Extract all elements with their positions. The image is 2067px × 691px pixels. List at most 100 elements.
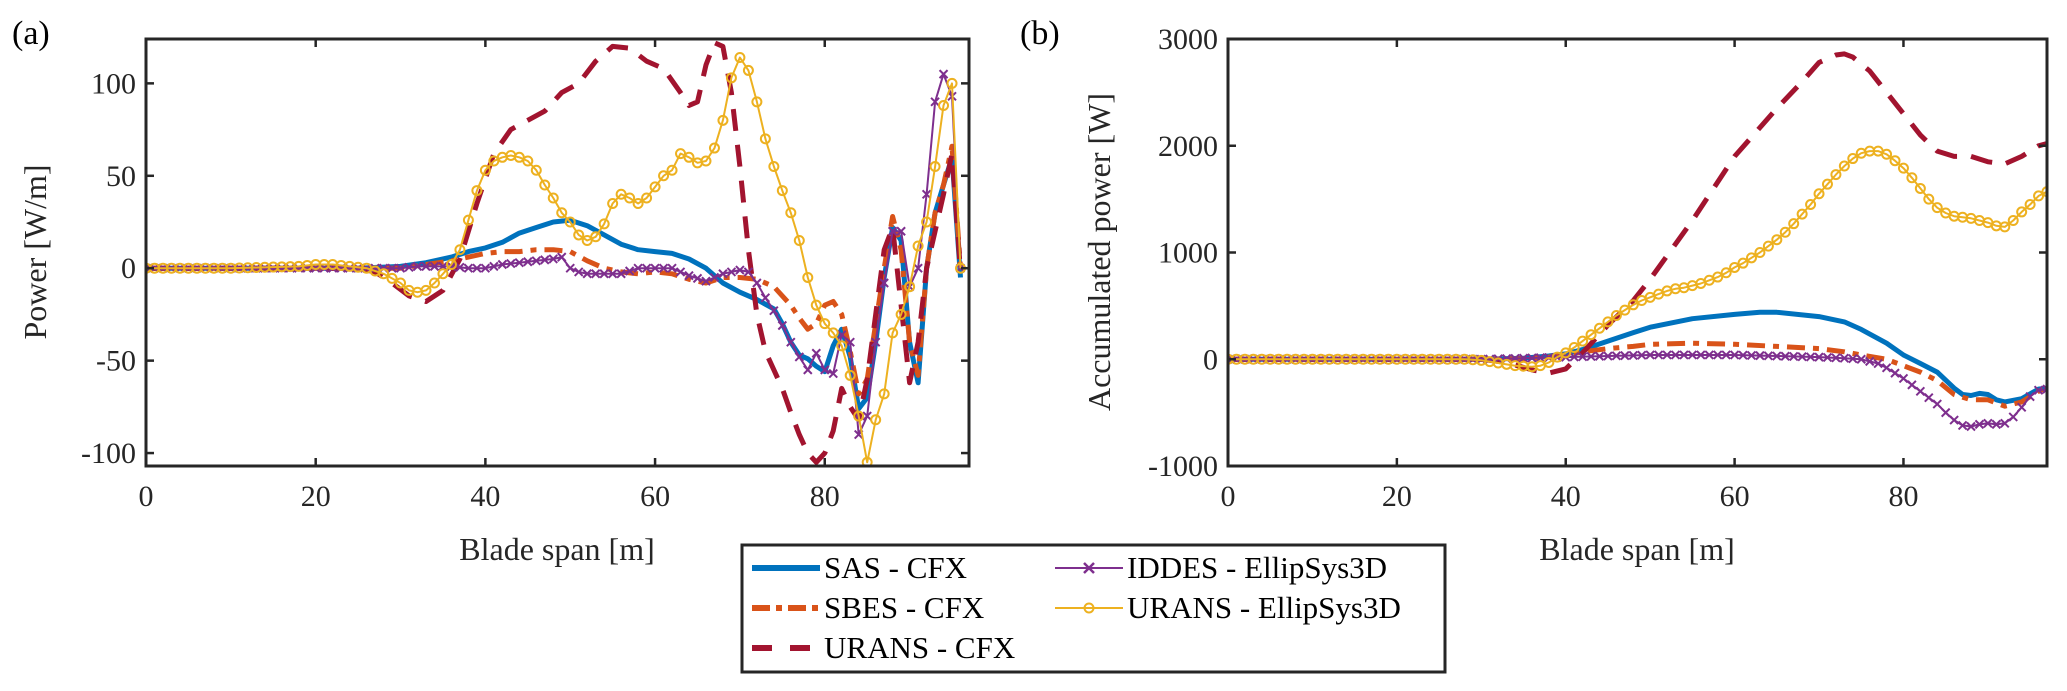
series-marker-urans-ellip: [1805, 198, 1817, 210]
series-marker-iddes-ellip: [531, 256, 541, 266]
series-marker-iddes-ellip: [480, 263, 491, 273]
series-marker-iddes-ellip: [735, 265, 745, 275]
series-marker-iddes-ellip: [1814, 352, 1824, 362]
series-marker-iddes-ellip: [497, 259, 508, 270]
series-marker-urans-ellip: [742, 64, 754, 76]
series-marker-urans-ellip: [1585, 329, 1597, 341]
series-marker-iddes-ellip: [506, 258, 516, 269]
series-marker-urans-ellip: [1762, 240, 1774, 252]
series-marker-iddes-ellip: [1881, 363, 1892, 373]
series-marker-urans-ellip: [2033, 190, 2045, 202]
series-marker-urans-ellip: [878, 388, 890, 400]
y-tick-label: 2000: [1158, 130, 1218, 163]
series-line-sas-cfx: [146, 154, 963, 412]
series-marker-iddes-ellip: [803, 365, 813, 375]
panel-b-plot-area: [1228, 51, 2047, 432]
series-marker-iddes-ellip: [1696, 350, 1706, 360]
series-marker-iddes-ellip: [1577, 351, 1588, 362]
series-marker-iddes-ellip: [1527, 353, 1537, 363]
series-marker-iddes-ellip: [1755, 350, 1765, 361]
series-marker-urans-ellip: [708, 142, 720, 154]
series-line-sbes-cfx: [1228, 340, 2047, 409]
series-marker-iddes-ellip: [641, 263, 652, 273]
series-marker-iddes-ellip: [1603, 351, 1613, 361]
series-marker-urans-ellip: [904, 281, 916, 293]
series-marker-urans-ellip: [632, 198, 644, 210]
x-tick-label: 20: [1382, 480, 1412, 513]
series-marker-urans-ellip: [1754, 247, 1766, 258]
series-marker-urans-ellip: [1594, 322, 1606, 334]
x-tick-label: 0: [139, 480, 154, 513]
series-marker-iddes-ellip: [1966, 421, 1976, 432]
panel-a-axes-box: [144, 37, 971, 468]
series-marker-iddes-ellip: [421, 261, 431, 272]
series-marker-iddes-ellip: [1594, 351, 1605, 361]
series-marker-iddes-ellip: [574, 267, 584, 277]
series-marker-iddes-ellip: [2008, 412, 2018, 422]
series-marker-iddes-ellip: [718, 269, 728, 279]
series-marker-iddes-ellip: [786, 337, 796, 347]
x-tick-label: 40: [470, 480, 500, 513]
legend-label: SAS - CFX: [824, 550, 967, 585]
series-line-urans-ellip: [1228, 150, 2047, 368]
series-marker-urans-ellip: [1771, 234, 1783, 246]
series-marker-iddes-ellip: [658, 263, 669, 273]
y-tick-label: 1000: [1158, 237, 1218, 270]
series-marker-iddes-ellip: [1848, 354, 1858, 364]
series-marker-iddes-ellip: [1746, 350, 1757, 361]
series-marker-iddes-ellip: [913, 263, 923, 273]
panel-a-ylabel: Power [W/m]: [17, 164, 53, 339]
series-marker-iddes-ellip: [624, 266, 635, 276]
series-marker-urans-ellip: [725, 72, 737, 84]
series-marker-urans-ellip: [827, 327, 839, 339]
series-marker-iddes-ellip: [2042, 384, 2047, 394]
legend-label: SBES - CFX: [824, 590, 984, 625]
series-marker-urans-ellip: [573, 229, 585, 241]
series-marker-iddes-ellip: [1898, 373, 1909, 384]
x-tick-label: 0: [1221, 480, 1236, 513]
series-marker-iddes-ellip: [862, 411, 872, 421]
series-marker-urans-ellip: [462, 214, 474, 226]
series-marker-iddes-ellip: [879, 278, 889, 288]
series-marker-urans-ellip: [700, 155, 712, 167]
series-marker-iddes-ellip: [921, 189, 932, 199]
series-marker-urans-ellip: [1889, 155, 1901, 167]
series-marker-iddes-ellip: [684, 270, 694, 281]
series-marker-iddes-ellip: [794, 352, 805, 362]
panel-a-letter: (a): [12, 15, 50, 52]
y-tick-label: 0: [1203, 343, 1218, 376]
series-marker-urans-ellip: [1729, 261, 1741, 273]
series-marker-iddes-ellip: [1772, 351, 1782, 361]
series-marker-urans-ellip: [598, 218, 610, 230]
series-marker-iddes-ellip: [1805, 352, 1816, 362]
series-marker-iddes-ellip: [1569, 352, 1579, 362]
series-marker-iddes-ellip: [1974, 419, 1985, 430]
series-marker-iddes-ellip: [514, 257, 525, 268]
series-marker-urans-ellip: [428, 277, 440, 289]
series-marker-iddes-ellip: [523, 257, 533, 267]
series-marker-iddes-ellip: [870, 337, 881, 347]
panel-a-xlabel: Blade span [m]: [459, 531, 655, 567]
series-marker-urans-ellip: [793, 234, 805, 246]
series-marker-urans-ellip: [1712, 271, 1724, 283]
panel-b-letter: (b): [1020, 15, 1060, 52]
series-marker-iddes-ellip: [633, 263, 643, 273]
series-marker-urans-ellip: [921, 216, 933, 228]
series-marker-iddes-ellip: [675, 267, 686, 277]
series-marker-urans-ellip: [887, 327, 899, 339]
series-marker-iddes-ellip: [2016, 402, 2027, 412]
series-marker-urans-ellip: [1745, 252, 1757, 264]
legend-entry-sbes-cfx: SBES - CFX: [752, 590, 984, 625]
series-marker-iddes-ellip: [896, 226, 906, 236]
series-marker-iddes-ellip: [1957, 420, 1968, 431]
panel-b-xlabel: Blade span [m]: [1539, 531, 1735, 567]
series-line-urans-cfx: [1228, 51, 2047, 376]
series-marker-urans-ellip: [624, 192, 636, 204]
series-marker-urans-ellip: [556, 207, 568, 219]
series-marker-urans-ellip: [564, 216, 576, 228]
legend-label: URANS - EllipSys3D: [1127, 590, 1401, 625]
panel-b-ylabel: Accumulated power [W]: [1081, 93, 1117, 411]
series-marker-urans-ellip: [946, 77, 958, 89]
series-marker-iddes-ellip: [1831, 353, 1841, 363]
series-marker-urans-ellip: [479, 164, 491, 176]
